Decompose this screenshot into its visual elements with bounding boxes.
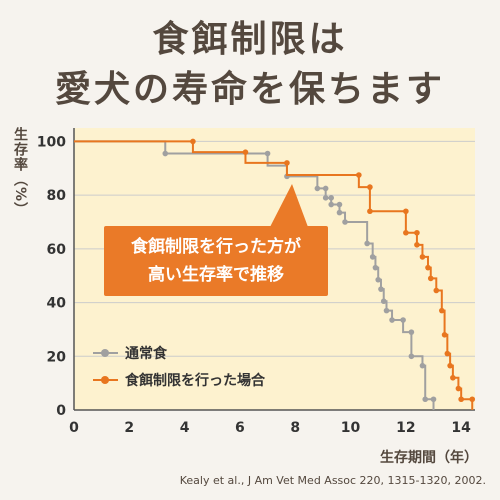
series-1-point-1 bbox=[242, 149, 249, 155]
series-1-point-13 bbox=[433, 287, 440, 294]
callout-pointer bbox=[270, 184, 308, 227]
x-tick-0: 0 bbox=[69, 420, 79, 436]
y-axis-label: 生存率（%） bbox=[12, 127, 28, 218]
series-0-point-23 bbox=[422, 396, 429, 403]
y-tick-80: 80 bbox=[47, 188, 67, 204]
series-1-point-5 bbox=[367, 208, 373, 215]
series-0-point-15 bbox=[378, 286, 384, 292]
y-tick-60: 60 bbox=[47, 242, 67, 258]
series-1-point-15 bbox=[441, 332, 448, 338]
series-0-point-6 bbox=[328, 195, 334, 201]
x-tick-4: 4 bbox=[180, 420, 190, 436]
series-1-point-2 bbox=[284, 160, 290, 166]
series-layer bbox=[74, 138, 476, 410]
x-tick-14: 14 bbox=[451, 420, 471, 436]
series-0-point-10 bbox=[342, 219, 348, 225]
series-1-point-18 bbox=[450, 374, 456, 381]
series-0-point-11 bbox=[364, 240, 370, 247]
x-tick-8: 8 bbox=[290, 420, 300, 436]
series-0-point-16 bbox=[380, 298, 387, 305]
legend-label-control: 通常食 bbox=[125, 345, 168, 362]
series-1-point-21 bbox=[469, 396, 476, 403]
legend-marker-restricted bbox=[101, 376, 109, 384]
series-1-point-19 bbox=[455, 385, 462, 392]
series-1-point-16 bbox=[444, 350, 451, 357]
series-1-point-9 bbox=[414, 242, 420, 248]
series-0-point-17 bbox=[383, 307, 390, 314]
series-0-point-21 bbox=[408, 353, 415, 360]
x-tick-10: 10 bbox=[341, 420, 361, 436]
series-1-point-20 bbox=[458, 396, 464, 403]
callout-box: 食餌制限を行った方が 高い生存率で推移 bbox=[104, 226, 328, 296]
y-tick-100: 100 bbox=[37, 134, 66, 150]
callout-line-2: 高い生存率で推移 bbox=[148, 265, 284, 285]
series-1-point-6 bbox=[403, 208, 409, 215]
series-0-point-20 bbox=[408, 329, 415, 335]
axes bbox=[73, 128, 475, 411]
series-0-point-18 bbox=[389, 317, 395, 323]
series-1-point-12 bbox=[427, 275, 434, 282]
series-1-point-7 bbox=[403, 229, 409, 236]
y-tick-20: 20 bbox=[47, 349, 67, 365]
series-0-point-24 bbox=[430, 396, 437, 403]
x-axis-label: 生存期間（年） bbox=[380, 450, 478, 466]
series-0-point-19 bbox=[400, 317, 406, 323]
series-1-point-11 bbox=[425, 264, 431, 271]
tick-labels: 0 20 40 60 80 100 0 2 4 6 8 10 12 14 bbox=[37, 134, 471, 436]
citation: Kealy et al., J Am Vet Med Assoc 220, 13… bbox=[179, 474, 486, 487]
y-tick-0: 0 bbox=[56, 403, 66, 419]
series-0-point-0 bbox=[162, 150, 169, 157]
series-1-point-0 bbox=[190, 138, 196, 145]
legend-label-restricted: 食餌制限を行った場合 bbox=[125, 372, 266, 389]
series-0-point-14 bbox=[375, 276, 382, 283]
series-0-point-4 bbox=[322, 185, 329, 192]
series-1-point-14 bbox=[439, 307, 445, 314]
series-1-point-10 bbox=[419, 254, 426, 260]
series-0-point-7 bbox=[328, 201, 334, 208]
title-line-2: 愛犬の寿命を保ちます bbox=[54, 69, 445, 110]
series-0-point-1 bbox=[264, 150, 271, 157]
callout-line-1: 食餌制限を行った方が bbox=[131, 237, 301, 257]
series-0-point-13 bbox=[372, 264, 379, 271]
series-0-point-3 bbox=[314, 185, 321, 192]
legend-marker-control bbox=[101, 349, 109, 357]
series-0-point-22 bbox=[419, 362, 426, 369]
series-0-point-5 bbox=[322, 195, 329, 201]
legend: 通常食 食餌制限を行った場合 bbox=[93, 345, 266, 389]
series-1-point-4 bbox=[367, 184, 373, 190]
series-1-point-8 bbox=[414, 229, 420, 236]
series-1-point-3 bbox=[356, 172, 362, 178]
series-1-point-17 bbox=[447, 362, 453, 369]
series-0-point-9 bbox=[336, 209, 343, 216]
series-0-point-12 bbox=[369, 254, 376, 260]
y-tick-40: 40 bbox=[47, 296, 67, 312]
x-tick-2: 2 bbox=[124, 420, 134, 436]
x-tick-6: 6 bbox=[235, 420, 245, 436]
series-0-point-8 bbox=[336, 201, 343, 208]
title-line-1: 食餌制限は bbox=[152, 19, 348, 60]
x-tick-12: 12 bbox=[396, 420, 415, 436]
